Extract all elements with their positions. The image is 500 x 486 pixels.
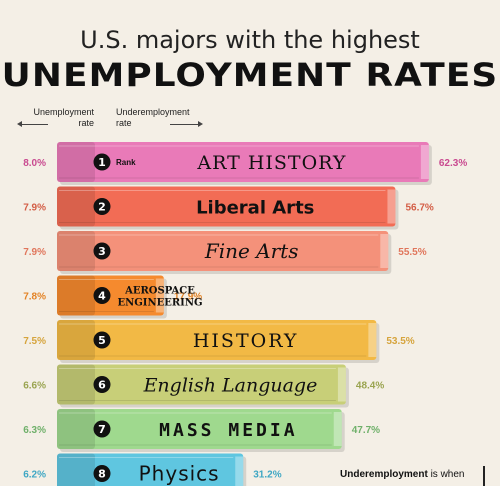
unemployment-header-line2: rate — [78, 118, 94, 128]
category-label: MASS MEDIA — [159, 420, 297, 441]
rank-circle — [93, 198, 111, 215]
category-label-line1: AEROSPACE — [124, 286, 195, 297]
unemployment-label: 6.2% — [23, 470, 46, 481]
rank-number: 2 — [98, 201, 106, 214]
category-label: HISTORY — [193, 330, 299, 352]
underemployment-label: 31.2% — [253, 470, 281, 481]
book-pages — [155, 278, 164, 313]
unemployment-label: 7.8% — [23, 292, 46, 303]
right-arrow-icon — [170, 121, 203, 127]
unemployment-label: 7.5% — [23, 336, 46, 347]
note-divider — [483, 466, 485, 486]
rank-number: 5 — [98, 334, 106, 347]
bar-1 — [57, 142, 429, 182]
category-label-line2: ENGINEERING — [117, 298, 202, 309]
unemployment-label: 7.9% — [23, 247, 46, 258]
book-pages — [387, 189, 396, 224]
unemployment-label: 8.0% — [23, 158, 46, 169]
book-pages — [420, 145, 429, 179]
rank-number: 3 — [98, 245, 106, 258]
book-spine — [57, 320, 95, 360]
chart-title-line1: U.S. majors with the highest — [80, 26, 420, 54]
book-pages — [368, 323, 377, 357]
rank-number: 4 — [98, 290, 106, 303]
note-text: is when — [427, 469, 465, 480]
bar-7 — [57, 409, 342, 449]
rank-circle — [93, 376, 111, 393]
category-label: Liberal Arts — [196, 198, 314, 219]
underemployment-label: 55.5% — [398, 247, 426, 258]
bar-3 — [57, 231, 389, 271]
rank-number: 1 — [98, 156, 106, 169]
book-spine — [57, 364, 95, 405]
left-arrow-icon — [17, 121, 48, 127]
underemployment-header-line1: Underemployment — [116, 107, 190, 117]
bar-6 — [57, 364, 346, 405]
book-pages — [235, 456, 244, 486]
book-spine — [57, 186, 95, 227]
underemployment-label: 47.7% — [352, 425, 380, 436]
rank-number: 6 — [98, 379, 106, 392]
rank-circle — [93, 242, 111, 260]
underemployment-rate-header: Underemployment rate — [116, 107, 216, 129]
book-pages — [333, 412, 342, 446]
underemployment-label: 56.7% — [405, 203, 433, 214]
unemployment-label: 7.9% — [23, 203, 46, 214]
book-spine — [57, 453, 95, 486]
rank-number: 7 — [98, 423, 106, 436]
rank-circle — [93, 331, 111, 349]
underemployment-label: 62.3% — [439, 158, 467, 169]
rank-circle — [93, 153, 111, 171]
chart-title-line2: UNEMPLOYMENT RATES — [1, 56, 499, 94]
underemployment-note: Underemployment is when — [340, 469, 464, 480]
unemployment-label: 6.3% — [23, 425, 46, 436]
bar-2 — [57, 186, 396, 227]
category-label: Fine Arts — [204, 239, 299, 263]
underemployment-label: 17.9% — [174, 292, 202, 303]
rank-circle — [93, 287, 111, 304]
rank-legend-label: Rank — [116, 158, 136, 167]
book-spine — [57, 142, 95, 182]
unemployment-label: 6.6% — [23, 381, 46, 392]
underemployment-header-line2: rate — [116, 118, 132, 128]
rank-number: 8 — [98, 468, 106, 481]
unemployment-header-line1: Unemployment — [33, 107, 94, 117]
unemployment-rate-header: Unemployment rate — [18, 107, 94, 129]
rank-circle — [93, 420, 111, 438]
rank-circle — [93, 465, 111, 482]
bar-5 — [57, 320, 377, 360]
category-label: Physics — [139, 462, 220, 486]
book-spine — [57, 409, 95, 449]
book-pages — [380, 234, 389, 268]
book-spine — [57, 275, 95, 316]
category-label: English Language — [143, 375, 318, 397]
book-pages — [337, 367, 346, 402]
underemployment-label: 48.4% — [356, 381, 384, 392]
category-label: ART HISTORY — [196, 152, 346, 174]
underemployment-label: 53.5% — [386, 336, 414, 347]
book-spine — [57, 231, 95, 271]
note-bold: Underemployment — [340, 469, 428, 480]
